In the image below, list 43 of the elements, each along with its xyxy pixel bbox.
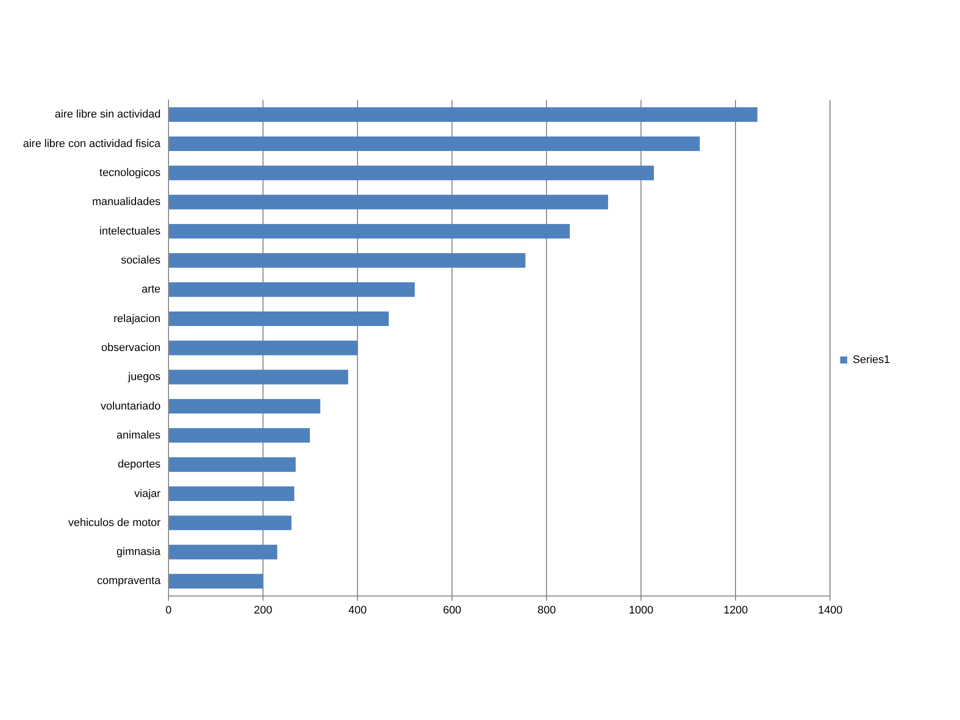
y-tick-label: animales [116, 429, 162, 442]
bar [169, 398, 320, 414]
bar [169, 340, 358, 356]
legend-label: Series1 [852, 354, 890, 366]
bar [169, 136, 700, 152]
y-tick-label: intelectuales [99, 225, 162, 238]
bar [169, 457, 296, 472]
y-tick-label: arte [142, 284, 161, 296]
bar [169, 224, 570, 239]
x-tick-label: 1400 [818, 604, 842, 616]
x-tick-label: 600 [442, 604, 462, 616]
bar [169, 311, 389, 326]
bar [169, 428, 310, 443]
y-tick-label: compraventa [96, 575, 162, 588]
x-tick-label: 800 [537, 604, 556, 616]
bar [169, 486, 294, 502]
y-tick-label: aire libre con actividad fisica [22, 138, 162, 150]
x-tick-label: 1200 [723, 604, 748, 616]
bar [169, 107, 758, 122]
y-tick-label: tecnologicos [99, 166, 162, 179]
y-tick-label: deportes [118, 458, 162, 471]
y-tick-label: viajar [134, 488, 161, 500]
y-tick-label: manualidades [92, 196, 162, 208]
y-tick-label: juegos [127, 371, 162, 384]
bar [169, 194, 608, 210]
x-tick-label: 0 [166, 604, 172, 616]
y-tick-label: aire libre sin actividad [54, 108, 161, 121]
bar [169, 574, 264, 589]
y-tick-label: gimnasia [116, 546, 162, 558]
x-tick-label: 200 [254, 604, 272, 616]
bar [169, 166, 654, 180]
y-tick-label: vehiculos de motor [68, 516, 161, 529]
bar [169, 253, 526, 268]
y-tick-label: observacion [101, 342, 161, 354]
bar [169, 282, 415, 297]
x-tick-label: 400 [348, 604, 367, 616]
y-tick-label: voluntariado [100, 400, 161, 412]
y-tick-label: sociales [120, 254, 162, 266]
bar [169, 516, 292, 530]
bar [169, 370, 348, 384]
bar [169, 544, 278, 560]
y-tick-label: relajacion [113, 312, 161, 325]
x-tick-label: 1000 [628, 604, 654, 616]
